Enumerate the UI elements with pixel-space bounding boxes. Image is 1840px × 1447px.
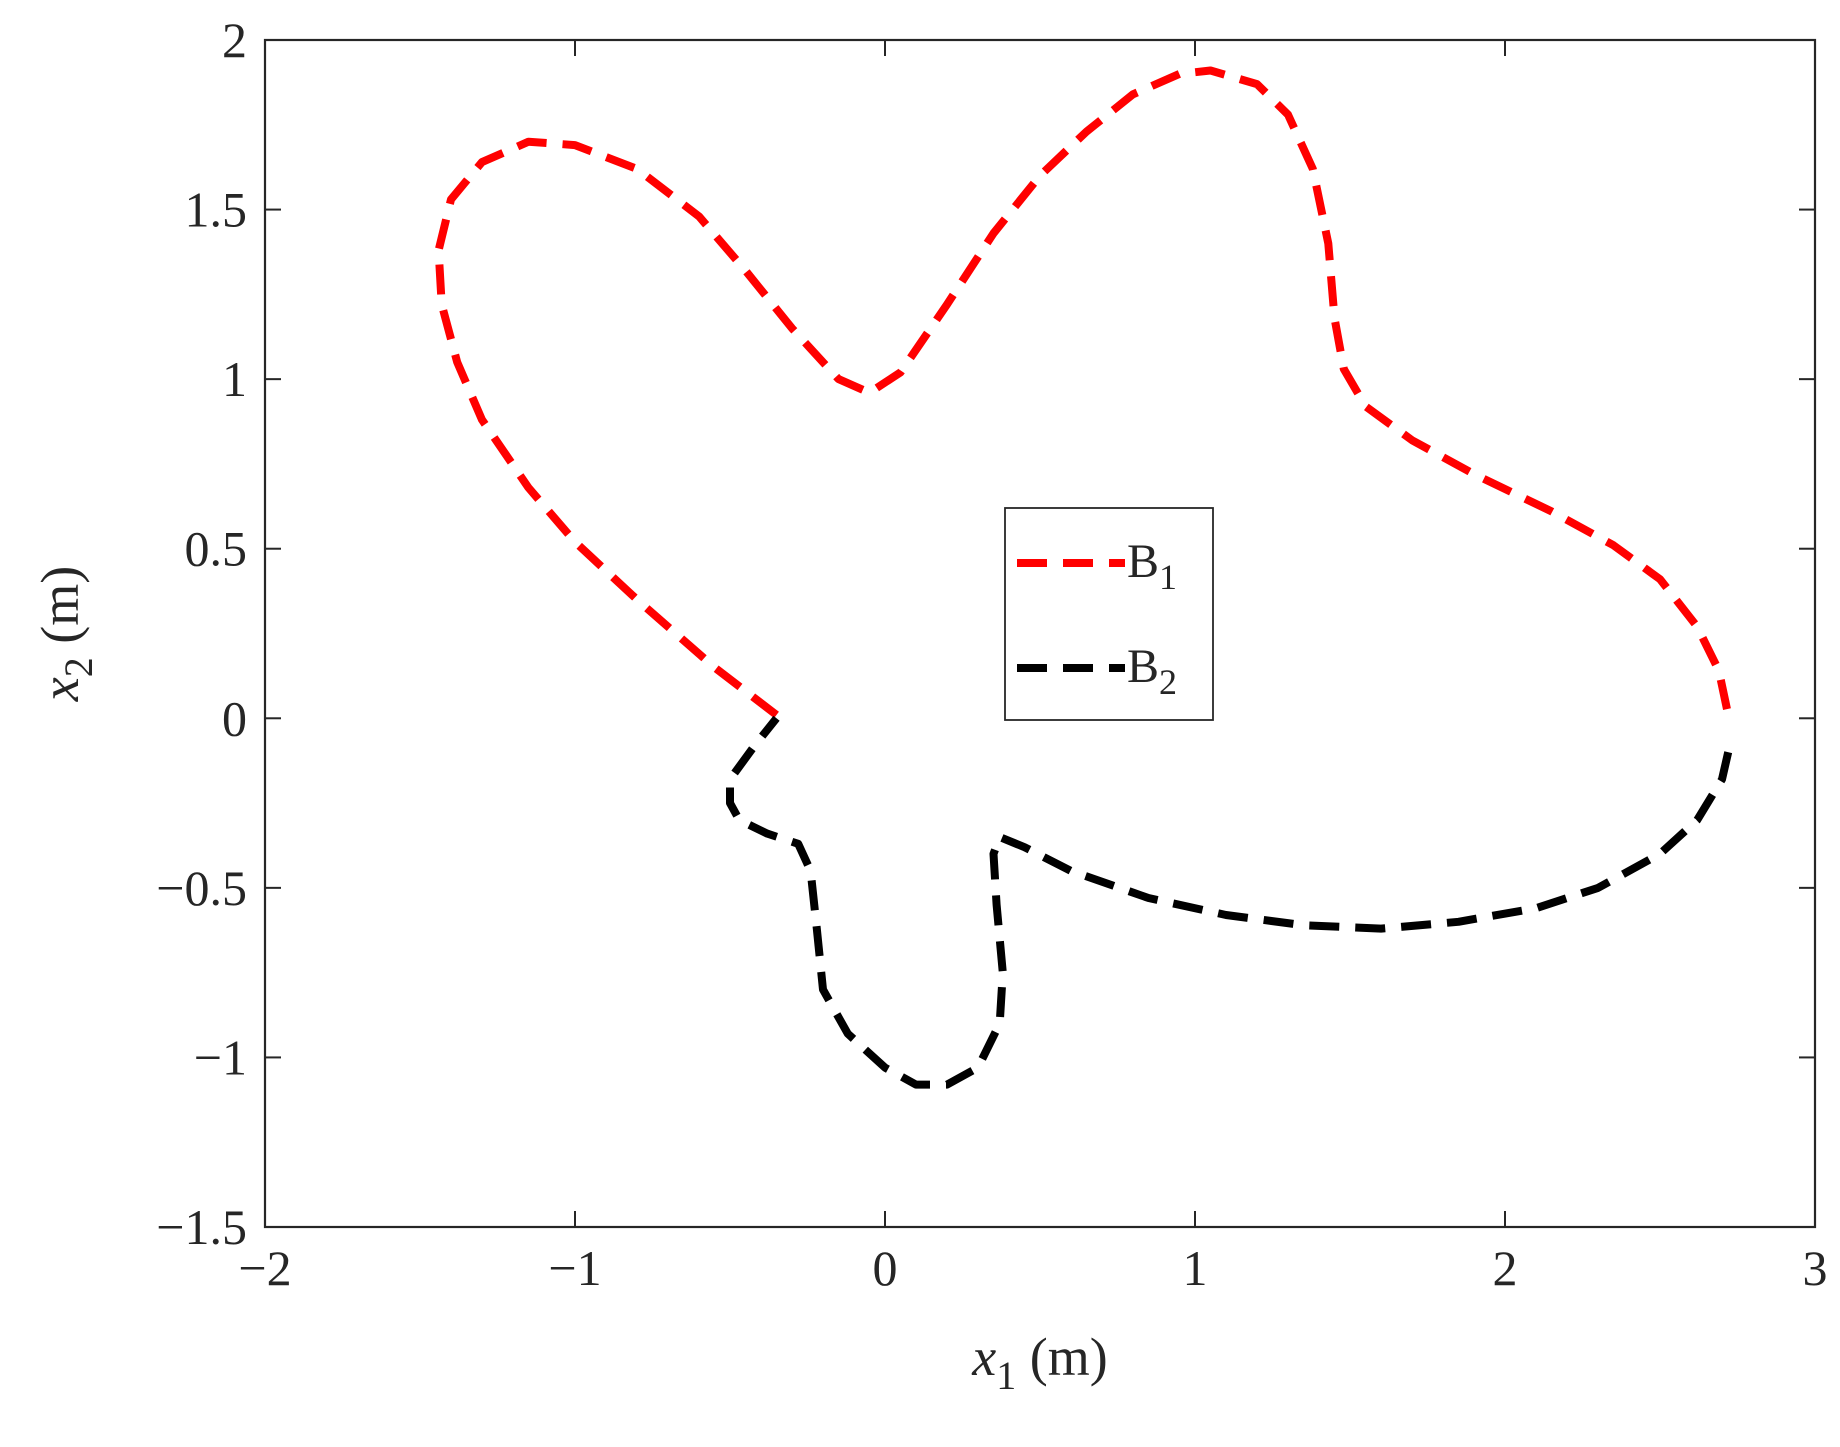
legend-label-b2-sub: 2 [1159,662,1177,702]
y-axis-label-var: x [30,677,90,702]
y-tick-label: −1.5 [156,1199,247,1255]
y-tick-label: 0 [222,690,247,746]
x-tick-label: 3 [1803,1240,1828,1296]
x-tick-label: −1 [548,1240,601,1296]
x-axis-label-sub: 1 [996,1353,1016,1398]
series-layer [434,66,1733,1089]
y-tick-label: −1 [194,1029,247,1085]
legend-box [1004,507,1214,721]
x-axis-label-unit: (m) [1016,1327,1107,1387]
x-tick-label: −2 [238,1240,291,1296]
legend: B1 B2 [1004,507,1214,721]
plot-area-border [263,38,1817,1229]
x-tick-label: 0 [873,1240,898,1296]
y-tick-label: 1 [222,351,247,407]
ticks-layer [264,39,1816,1228]
y-axis-label-sub: 2 [56,657,101,677]
series-line-b2 [726,715,1733,1089]
legend-label-b1-name: B [1127,535,1159,588]
series-line-b1 [434,66,1733,719]
y-axis-label-unit: (m) [30,566,90,657]
legend-label-b1: B1 [1127,535,1177,597]
y-tick-label: 1.5 [185,182,248,238]
x-tick-label: 2 [1493,1240,1518,1296]
y-axis-label: x2 (m) [30,566,101,702]
x-axis-label: x1 (m) [971,1327,1107,1398]
legend-label-b1-sub: 1 [1159,557,1177,597]
legend-label-b2: B2 [1127,640,1177,702]
y-tick-label: −0.5 [156,860,247,916]
legend-label-b2-name: B [1127,640,1159,693]
tick-labels-layer: −2 −1 0 1 2 3 −1.5 −1 −0.5 0 0.5 1 1.5 2 [156,12,1827,1296]
x-tick-label: 1 [1183,1240,1208,1296]
y-tick-label: 0.5 [185,521,248,577]
x-axis-label-var: x [971,1327,996,1387]
y-tick-label: 2 [222,12,247,68]
